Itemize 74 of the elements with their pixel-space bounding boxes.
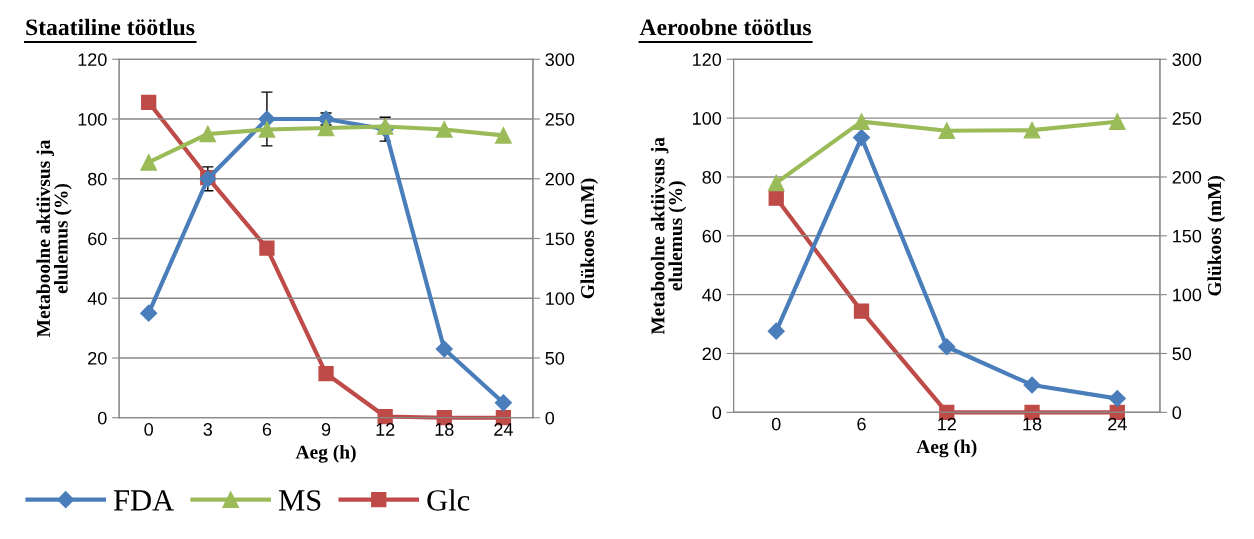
point bbox=[1108, 113, 1126, 130]
point bbox=[317, 119, 335, 137]
legend-label: FDA bbox=[113, 490, 174, 511]
y2-tick-label: 150 bbox=[546, 232, 575, 246]
x-tick-label: 6 bbox=[262, 423, 272, 436]
x-tick-label: 12 bbox=[376, 423, 395, 436]
y-tick-label: 20 bbox=[88, 351, 107, 365]
legend-label: MS bbox=[278, 490, 321, 511]
point bbox=[938, 122, 956, 140]
point bbox=[435, 340, 453, 358]
x-axis-title: Aeg (h) bbox=[295, 444, 356, 463]
y2-axis-title: Glükoos (mM) bbox=[580, 178, 599, 299]
y2-tick-label: 250 bbox=[1172, 112, 1202, 125]
y2-tick-label: 300 bbox=[1172, 53, 1202, 67]
y2-tick-label: 50 bbox=[1172, 347, 1192, 361]
y-tick-label: 20 bbox=[702, 347, 722, 361]
x-tick-label: 6 bbox=[857, 417, 866, 431]
point bbox=[318, 365, 334, 382]
x-tick-label: 24 bbox=[494, 423, 513, 436]
point bbox=[494, 394, 512, 412]
point bbox=[376, 118, 394, 135]
y-tick-label: 100 bbox=[78, 112, 107, 126]
point bbox=[853, 303, 870, 319]
y-tick-label: 40 bbox=[702, 288, 722, 302]
y-tick-label: 80 bbox=[88, 172, 107, 186]
point bbox=[938, 338, 956, 356]
point bbox=[853, 113, 870, 130]
y-tick-label: 60 bbox=[88, 232, 107, 246]
point bbox=[199, 125, 217, 143]
x-axis-title: Aeg (h) bbox=[916, 439, 977, 458]
point bbox=[259, 240, 275, 256]
y2-tick-label: 250 bbox=[545, 112, 575, 126]
point bbox=[495, 127, 512, 144]
y2-tick-label: 150 bbox=[1173, 229, 1202, 243]
legend-label: Glc bbox=[427, 489, 470, 511]
x-tick-label: 24 bbox=[1108, 417, 1127, 431]
y-tick-label: 120 bbox=[78, 53, 107, 67]
point bbox=[141, 94, 157, 110]
y2-tick-label: 50 bbox=[545, 351, 565, 365]
x-tick-label: 0 bbox=[144, 423, 153, 436]
x-tick-label: 9 bbox=[321, 423, 331, 436]
x-tick-label: 3 bbox=[203, 423, 213, 436]
x-tick-label: 12 bbox=[938, 417, 956, 431]
chart-title: Staatiline töötlus bbox=[26, 18, 195, 36]
point bbox=[140, 154, 158, 171]
y2-tick-label: 300 bbox=[545, 53, 575, 67]
point bbox=[435, 121, 453, 138]
x-tick-label: 18 bbox=[435, 423, 454, 436]
y-tick-label: 80 bbox=[702, 170, 722, 184]
point bbox=[768, 190, 784, 206]
x-tick-label: 0 bbox=[771, 417, 781, 431]
y2-axis-title: Glükoos (mM) bbox=[1207, 175, 1226, 296]
y2-tick-label: 100 bbox=[1173, 288, 1202, 302]
point bbox=[140, 304, 158, 322]
point bbox=[1023, 376, 1041, 394]
point bbox=[767, 322, 785, 340]
y2-tick-label: 200 bbox=[545, 172, 575, 186]
y-tick-label: 40 bbox=[87, 292, 107, 305]
y-tick-label: 100 bbox=[693, 112, 722, 125]
y-tick-label: 0 bbox=[712, 406, 722, 420]
y2-tick-label: 200 bbox=[1172, 170, 1202, 184]
point bbox=[1108, 389, 1126, 408]
y-tick-label: 60 bbox=[702, 229, 722, 243]
x-tick-label: 18 bbox=[1023, 417, 1042, 431]
y2-tick-label: 100 bbox=[546, 292, 575, 305]
point bbox=[852, 128, 871, 147]
y-tick-label: 120 bbox=[693, 53, 722, 67]
point bbox=[767, 174, 785, 192]
point bbox=[1023, 121, 1041, 139]
y-axis-title: Metaboolne aktiivsus ja elulemus (%) bbox=[36, 139, 72, 338]
chart-title: Aeroobne töötlus bbox=[639, 18, 812, 36]
y-axis-title: Metaboolne aktiivsus ja elulemus (%) bbox=[650, 137, 687, 335]
point bbox=[258, 121, 276, 138]
y2-tick-label: 0 bbox=[1172, 406, 1182, 420]
